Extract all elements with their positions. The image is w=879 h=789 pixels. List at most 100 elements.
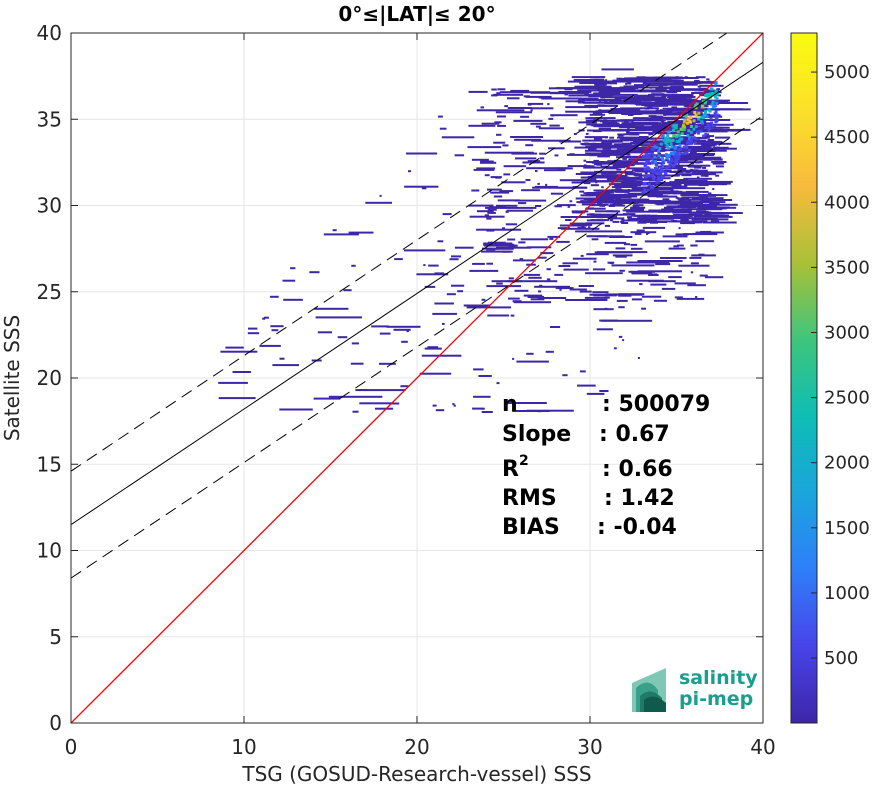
density-cell [604,224,610,227]
density-cell [661,161,665,165]
density-cell [709,141,723,143]
density-cell [652,174,657,177]
density-cell [679,203,685,206]
fit-lines [71,33,763,723]
density-cell [386,325,421,328]
density-cell [688,142,692,146]
density-cell [674,296,683,299]
density-cell [585,152,627,155]
density-cell [379,194,382,197]
density-cell [481,250,513,253]
colorbar-ticks: 500 1000 1500 2000 2500 3000 3500 4000 4500 5000 [811,62,870,669]
density-cell [584,136,609,139]
density-cell [279,357,285,360]
y-tick-label: 35 [37,107,62,131]
density-cell [685,113,689,117]
density-cell [679,152,683,156]
density-cell [598,109,602,112]
density-cell [313,397,341,400]
density-cell [673,245,679,248]
density-cell [704,94,708,97]
density-cell [706,206,730,209]
density-cell [675,196,679,199]
density-cell [496,246,531,249]
density-cell [694,125,698,129]
density-cell [607,196,612,199]
density-cell [279,408,313,411]
density-cell [549,237,554,240]
density-cell [661,122,696,124]
density-cell [248,327,258,330]
density-cell [611,204,625,207]
density-cell [601,191,608,194]
density-cell [523,294,543,297]
density-cell [626,279,664,282]
density-cell [697,85,701,88]
density-cell [631,272,652,275]
density-cell [651,174,655,177]
density-cell [604,196,632,199]
density-cell [587,213,602,216]
density-cell [689,102,693,105]
density-cell [547,103,550,106]
density-cell [686,203,710,206]
density-cell [404,185,439,188]
density-cell [620,107,642,110]
density-cell [641,183,654,186]
density-cell [700,115,704,119]
density-cell [510,89,530,92]
density-cell [623,98,657,100]
density-cell [593,189,622,192]
density-cell [446,293,456,296]
density-cell [519,258,524,261]
colorbar-tick-label: 1000 [824,583,870,604]
density-cell [600,96,633,99]
density-cell [637,357,640,359]
density-cell [650,157,654,161]
density-cell [669,142,673,146]
density-cell [571,181,591,184]
density-cell [572,257,597,260]
density-cell [681,174,692,177]
density-cell [434,302,454,305]
density-cell [548,117,554,120]
density-cell [641,192,676,195]
density-cell [688,128,704,131]
density-cell [663,208,688,211]
density-cell [262,317,266,320]
density-cell [706,136,710,139]
density-cell [497,88,506,91]
density-cell [598,127,611,130]
density-cell [593,92,602,95]
density-cell [615,247,626,250]
density-cell [562,262,578,265]
density-cell [620,220,625,223]
density-cell [621,111,627,114]
density-cell [652,177,656,181]
density-cell [674,126,724,129]
density-cell [484,174,490,177]
density-cell [609,219,614,222]
density-cell [526,409,574,412]
density-cell [508,297,520,300]
density-cell [487,211,496,214]
density-cell [671,138,675,142]
density-cell [685,82,701,84]
density-cell [622,339,625,342]
density-cell [665,140,669,144]
density-cell [594,199,614,202]
density-cell [626,137,655,140]
density-cell [640,85,645,88]
density-cell [499,190,514,193]
density-cell [580,254,584,257]
density-cell [480,106,484,109]
density-cell [707,192,712,195]
density-cell [686,118,690,122]
density-cell [691,119,731,121]
colorbar-tick-label: 2500 [824,388,870,409]
density-cell [550,326,561,328]
density-cell [603,140,623,143]
density-cell [520,238,549,241]
density-cell [682,120,686,124]
density-cell [616,156,656,159]
